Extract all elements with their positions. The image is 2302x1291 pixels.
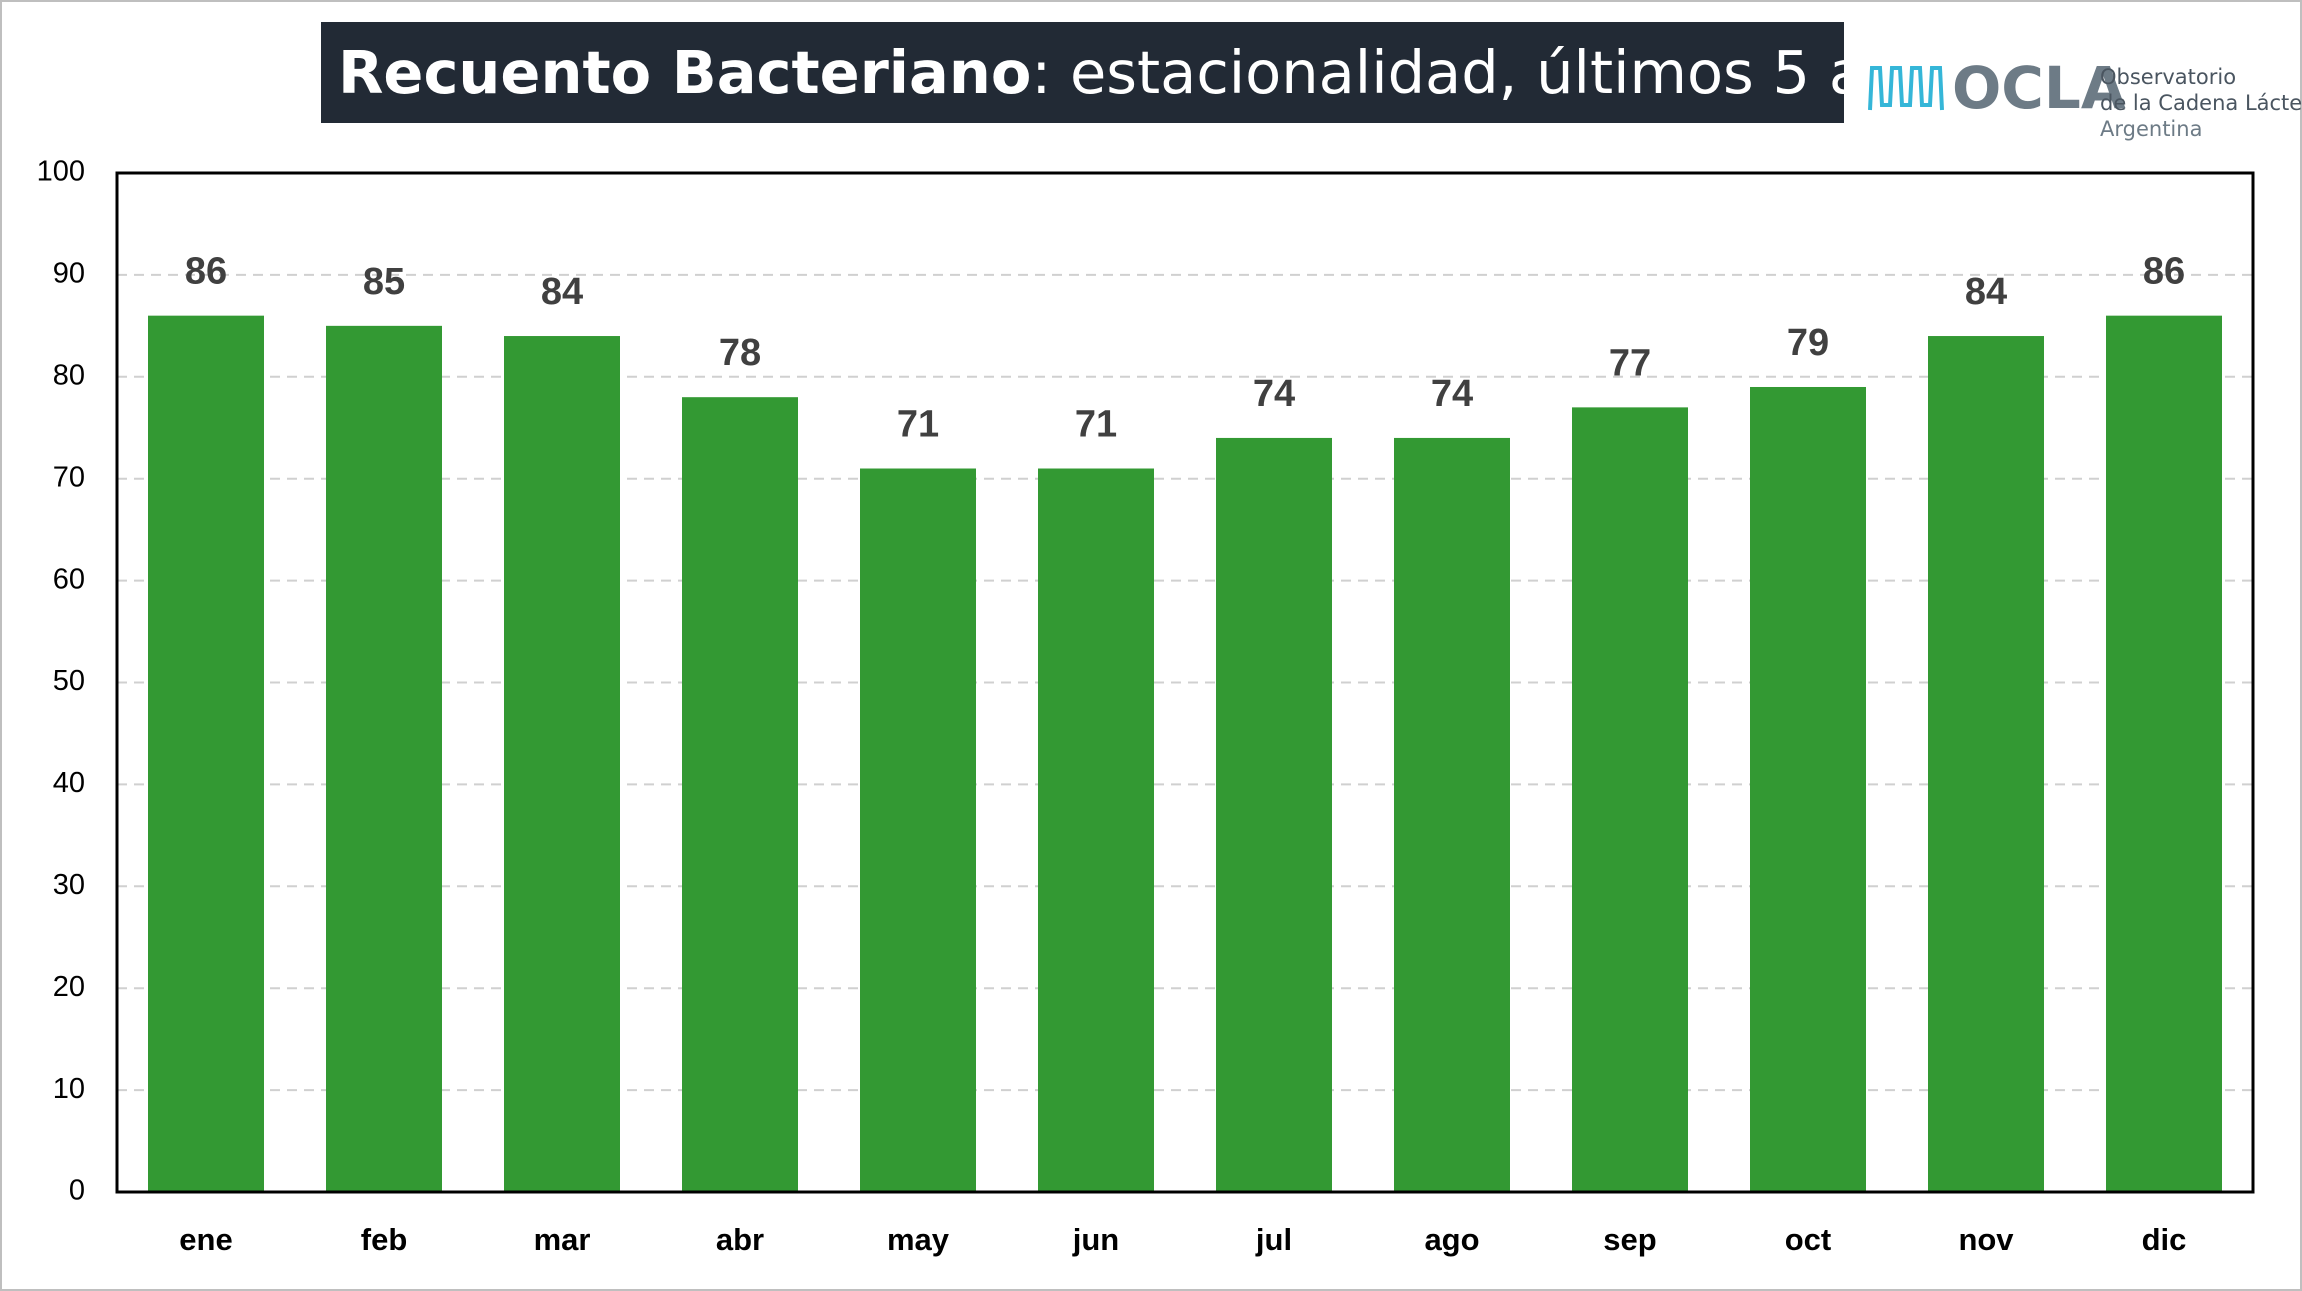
bar	[1750, 386, 1866, 1192]
x-tick-label: sep	[1603, 1222, 1656, 1257]
y-tick-label: 90	[53, 258, 85, 290]
y-tick-label: 40	[53, 767, 85, 799]
x-tick-label: nov	[1958, 1222, 2014, 1257]
data-label: 85	[363, 261, 405, 303]
data-label: 71	[897, 404, 939, 446]
bar	[148, 315, 264, 1192]
title-bold: Recuento Bacteriano	[338, 38, 1031, 107]
data-label: 86	[185, 251, 227, 293]
title-rest: : estacionalidad, últimos 5 años	[1031, 38, 1969, 107]
x-tick-label: mar	[534, 1222, 591, 1257]
y-tick-label: 0	[69, 1175, 85, 1207]
bar	[1216, 437, 1332, 1192]
logo-icon	[1868, 66, 1944, 111]
data-label: 84	[541, 271, 583, 313]
logo-name: OCLA	[1952, 54, 2126, 122]
bar	[326, 325, 442, 1193]
logo-line: Argentina	[2100, 117, 2202, 141]
data-label: 71	[1075, 404, 1117, 446]
y-tick-label: 70	[53, 461, 85, 493]
data-label: 79	[1787, 322, 1829, 364]
bar	[682, 397, 798, 1192]
x-tick-label: dic	[2142, 1222, 2187, 1257]
x-tick-label: jul	[1255, 1222, 1292, 1257]
plot-frame	[115, 171, 2255, 1194]
x-tick-label: ago	[1424, 1222, 1479, 1257]
x-tick-label: ene	[179, 1222, 232, 1257]
data-label: 84	[1965, 271, 2007, 313]
y-tick-label: 80	[53, 359, 85, 391]
bar	[2106, 315, 2222, 1192]
x-tick-label: feb	[361, 1222, 408, 1257]
chart-title: Recuento Bacteriano: estacionalidad, últ…	[338, 38, 1969, 107]
bar	[1572, 407, 1688, 1192]
bar	[860, 468, 976, 1192]
logo-line: de la Cadena Láctea	[2100, 91, 2302, 115]
y-tick-label: 50	[53, 665, 85, 697]
x-tick-label: oct	[1785, 1222, 1832, 1257]
title-box	[321, 22, 1844, 123]
logo-line: Observatorio	[2100, 65, 2236, 89]
bar	[1394, 437, 1510, 1192]
data-label: 86	[2143, 251, 2185, 293]
y-tick-label: 100	[37, 156, 85, 188]
y-tick-label: 30	[53, 869, 85, 901]
x-tick-label: jun	[1072, 1222, 1120, 1257]
y-tick-label: 10	[53, 1073, 85, 1105]
data-label: 74	[1431, 373, 1473, 415]
y-tick-label: 60	[53, 563, 85, 595]
x-tick-label: may	[887, 1222, 950, 1257]
bar	[1928, 336, 2044, 1192]
y-tick-label: 20	[53, 971, 85, 1003]
data-label: 77	[1609, 342, 1651, 384]
data-label: 74	[1253, 373, 1295, 415]
x-tick-label: abr	[716, 1222, 764, 1257]
bar	[1038, 468, 1154, 1192]
bar	[504, 336, 620, 1192]
data-label: 78	[719, 332, 761, 374]
